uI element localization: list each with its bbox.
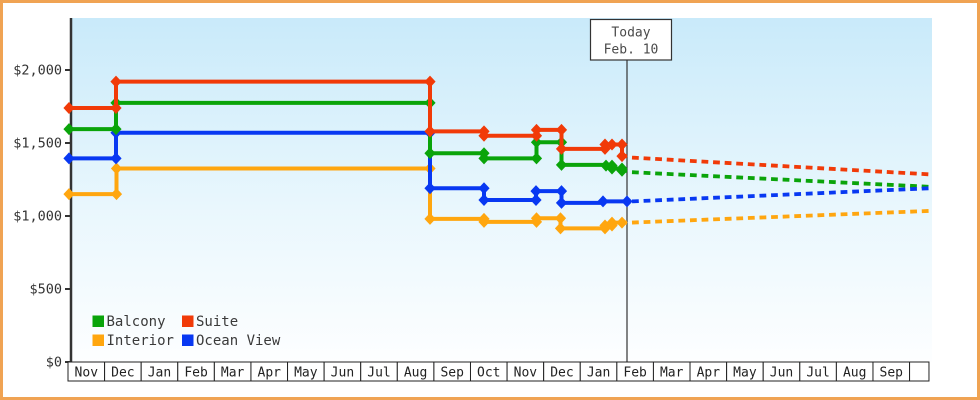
y-axis-label: $500 bbox=[29, 282, 62, 298]
legend-label-ocean-view: Ocean View bbox=[196, 333, 281, 349]
data-point-marker bbox=[597, 195, 609, 208]
legend-swatch-suite bbox=[182, 315, 194, 327]
projection-line-interior bbox=[631, 208, 931, 225]
month-label: Mar bbox=[660, 366, 684, 381]
month-label: Jun bbox=[770, 366, 793, 381]
legend-label-balcony: Balcony bbox=[107, 314, 166, 330]
data-point-marker bbox=[478, 152, 490, 165]
data-point-marker bbox=[555, 196, 568, 209]
month-label: Feb bbox=[623, 366, 647, 381]
data-point-marker bbox=[424, 212, 436, 225]
month-label: Feb bbox=[184, 366, 208, 381]
data-point-marker bbox=[110, 123, 122, 136]
series-suite bbox=[63, 75, 628, 163]
legend-swatch-ocean-view bbox=[182, 334, 194, 346]
today-box-border bbox=[589, 18, 673, 61]
data-point-marker bbox=[554, 212, 567, 225]
month-label: Aug bbox=[404, 366, 427, 381]
month-label: Jul bbox=[367, 366, 390, 381]
plot-background bbox=[72, 18, 932, 362]
month-cell-trailing bbox=[909, 361, 930, 382]
data-point-marker bbox=[478, 193, 490, 206]
today-label-line1: Today bbox=[611, 26, 650, 41]
projection-line-suite bbox=[631, 155, 931, 177]
data-point-marker bbox=[110, 101, 122, 114]
data-point-marker bbox=[63, 152, 75, 165]
month-label: Jan bbox=[148, 366, 171, 381]
y-axis-label: $1,000 bbox=[13, 209, 62, 225]
data-point-marker bbox=[530, 123, 543, 136]
month-label: Dec bbox=[111, 366, 134, 381]
legend-swatch-interior bbox=[92, 334, 104, 346]
data-point-marker bbox=[616, 216, 628, 229]
data-point-marker bbox=[110, 152, 122, 165]
projection-line-ocean-view bbox=[631, 186, 931, 204]
legend: Balcony Suite Interior Ocean View bbox=[92, 314, 281, 349]
month-label: Jun bbox=[331, 366, 354, 381]
data-point-marker bbox=[606, 162, 618, 175]
today-label-box: Today Feb. 10 bbox=[589, 18, 673, 61]
month-label: May bbox=[733, 366, 757, 381]
data-point-marker bbox=[110, 188, 123, 201]
data-point-marker bbox=[424, 75, 436, 88]
data-point-marker bbox=[530, 212, 543, 225]
data-point-marker bbox=[478, 129, 490, 142]
data-point-marker bbox=[606, 138, 618, 151]
series-line bbox=[69, 130, 627, 205]
y-axis-label: $0 bbox=[46, 355, 62, 371]
month-label: Sep bbox=[880, 366, 904, 381]
data-point-marker bbox=[621, 195, 633, 208]
month-label: May bbox=[294, 366, 318, 381]
projection-line-balcony bbox=[631, 170, 931, 189]
today-label-line2: Feb. 10 bbox=[604, 43, 659, 58]
legend-label-interior: Interior bbox=[107, 333, 174, 349]
month-label: Jan bbox=[587, 366, 610, 381]
data-point-marker bbox=[63, 101, 75, 114]
month-label: Jul bbox=[806, 366, 829, 381]
data-point-marker bbox=[555, 158, 568, 171]
data-point-marker bbox=[424, 182, 436, 195]
month-label: Nov bbox=[75, 366, 99, 381]
data-point-marker bbox=[606, 216, 618, 229]
data-point-marker bbox=[530, 185, 542, 198]
month-label: Mar bbox=[221, 366, 245, 381]
data-point-marker bbox=[554, 222, 567, 235]
data-point-marker bbox=[616, 138, 628, 151]
data-point-marker bbox=[530, 193, 542, 206]
legend-swatch-balcony bbox=[92, 315, 104, 327]
month-label: Apr bbox=[697, 366, 721, 381]
data-point-marker bbox=[424, 125, 436, 138]
month-label: Apr bbox=[258, 366, 282, 381]
data-point-marker bbox=[63, 188, 75, 201]
data-point-marker bbox=[478, 182, 490, 195]
y-axis-label: $2,000 bbox=[13, 63, 62, 79]
data-point-marker bbox=[110, 75, 122, 88]
series-interior bbox=[63, 162, 628, 235]
legend-label-suite: Suite bbox=[196, 314, 238, 330]
data-point-marker bbox=[424, 147, 436, 160]
month-label: Nov bbox=[514, 366, 538, 381]
data-point-marker bbox=[555, 185, 568, 198]
data-point-marker bbox=[63, 123, 75, 136]
month-label: Oct bbox=[477, 366, 500, 381]
y-axis-label: $1,500 bbox=[13, 136, 62, 152]
data-point-marker bbox=[530, 152, 543, 165]
data-point-marker bbox=[478, 215, 490, 228]
data-point-marker bbox=[616, 164, 628, 177]
data-point-marker bbox=[599, 138, 611, 151]
data-point-marker bbox=[530, 136, 543, 149]
data-point-marker bbox=[555, 123, 568, 136]
month-label: Dec bbox=[550, 366, 573, 381]
month-label: Aug bbox=[843, 366, 866, 381]
month-label: Sep bbox=[440, 366, 464, 381]
data-point-marker bbox=[555, 142, 568, 155]
data-point-marker bbox=[110, 162, 123, 175]
data-point-marker bbox=[616, 150, 628, 163]
